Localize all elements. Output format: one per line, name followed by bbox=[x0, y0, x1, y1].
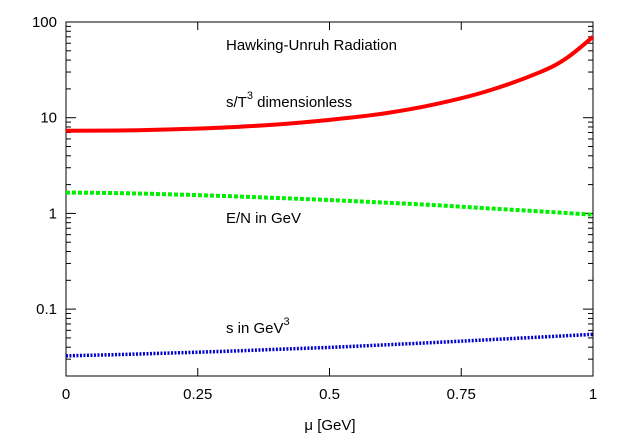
annotation-s-sup: 3 bbox=[284, 316, 290, 328]
series-line-en bbox=[65, 190, 594, 217]
x-tick-label: 0.5 bbox=[319, 386, 340, 403]
y-tick-label: 0.1 bbox=[36, 301, 57, 318]
series-line-st3 bbox=[65, 35, 595, 133]
series-layer bbox=[65, 35, 595, 358]
annotation-hawking-unruh: Hawking-Unruh Radiation bbox=[226, 37, 397, 54]
ticks-group bbox=[65, 21, 594, 377]
x-tick-label: 0.25 bbox=[183, 386, 212, 403]
x-tick-label: 0.75 bbox=[447, 386, 476, 403]
y-tick-label: 100 bbox=[32, 14, 57, 31]
y-tick-label: 1 bbox=[49, 205, 57, 222]
annotation-s-gev3: s in GeV3 bbox=[226, 316, 290, 337]
annotation-st3-sup: 3 bbox=[247, 90, 253, 102]
annotation-en-gev: E/N in GeV bbox=[226, 210, 301, 227]
annotation-st3-base: s/T bbox=[226, 94, 247, 111]
x-axis-title: μ [GeV] bbox=[304, 417, 355, 434]
x-tick-label: 0 bbox=[62, 386, 70, 403]
x-tick-label: 1 bbox=[589, 386, 597, 403]
series-line-s bbox=[65, 332, 594, 358]
annotation-s-base: s in GeV bbox=[226, 320, 284, 337]
plot-frame bbox=[65, 21, 594, 377]
annotation-st3-suffix: dimensionless bbox=[253, 94, 352, 111]
annotation-st3-dimensionless: s/T3 dimensionless bbox=[226, 90, 352, 111]
tick-labels-group: 0 0.25 0.5 0.75 1 0.1 1 10 100 bbox=[32, 14, 597, 403]
y-tick-label: 10 bbox=[40, 110, 57, 127]
